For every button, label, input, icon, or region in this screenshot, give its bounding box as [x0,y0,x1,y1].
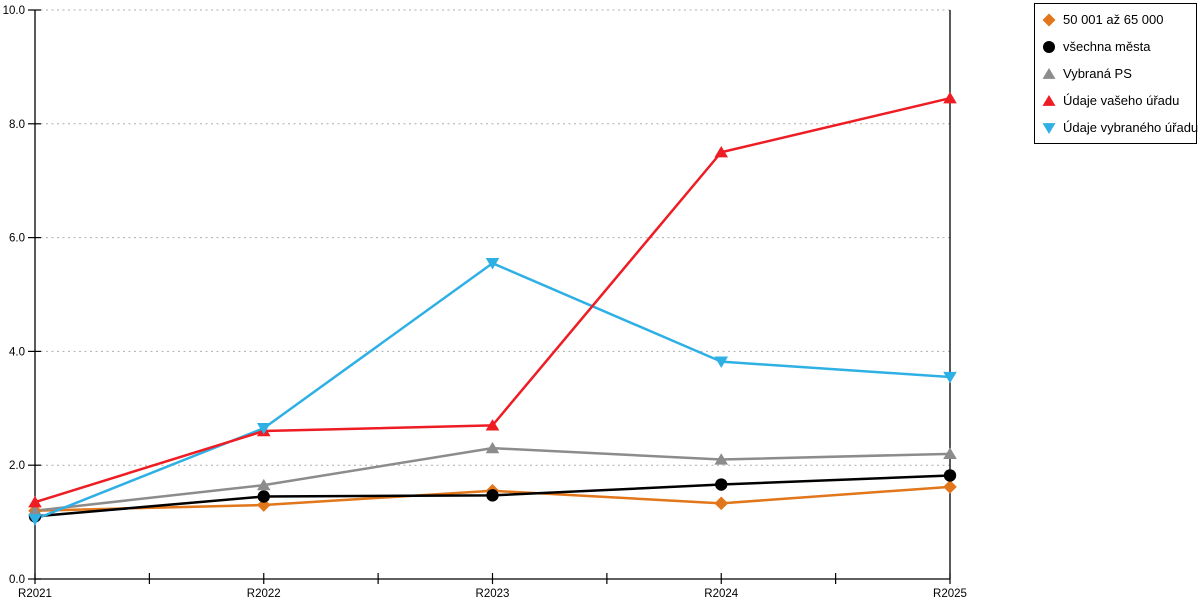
y-tick-label: 4.0 [9,346,25,358]
data-point [714,453,729,465]
legend-marker-triangle-up-icon [1042,67,1056,79]
legend-label: Údaje vašeho úřadu [1063,93,1180,108]
legend-label: Údaje vybraného úřadu [1063,120,1199,135]
data-point [485,419,500,431]
series-line-4 [34,96,951,504]
legend-label: všechna města [1063,39,1151,54]
data-point [28,495,42,508]
legend-label: Vybraná PS [1063,66,1132,81]
legend-marker-triangle-down-icon [1042,122,1056,134]
legend-item: Vybraná PS [1041,60,1190,87]
data-point [943,371,957,384]
x-tick-label: R2025 [933,588,967,600]
data-point [256,423,271,435]
legend-item: Údaje vybraného úřadu [1041,114,1198,141]
y-tick-label: 2.0 [9,460,25,472]
y-tick-label: 6.0 [9,233,25,245]
data-point [715,478,728,491]
legend-item: 50 001 až 65 000 [1041,6,1190,33]
legend-item: Údaje vašeho úřadu [1041,87,1190,114]
data-point [943,469,957,482]
x-tick-label: R2024 [704,588,738,600]
legend: 50 001 až 65 000 všechna města Vybraná PS Ú… [1034,3,1198,144]
data-point [714,356,729,368]
data-point [257,490,270,503]
y-tick-label: 10.0 [3,5,25,17]
data-point [943,480,957,494]
y-tick-label: 0.0 [9,574,25,586]
legend-label: 50 001 až 65 000 [1063,12,1164,27]
data-point [256,478,271,491]
y-tick-label: 8.0 [9,119,25,131]
legend-item: všechna města [1041,33,1190,60]
data-point [714,145,729,158]
legend-marker-diamond-icon [1042,13,1056,26]
x-tick-label: R2021 [18,588,52,600]
data-point [485,441,500,454]
x-tick-label: R2023 [476,588,510,600]
legend-marker-triangle-up-icon [1042,94,1056,106]
data-point [28,504,42,516]
data-point [943,447,957,459]
data-point [486,489,499,502]
data-point [485,258,500,270]
data-point [714,496,729,511]
data-point [28,514,42,526]
x-tick-label: R2022 [247,588,281,600]
data-point [943,91,957,104]
legend-marker-circle-icon [1043,40,1055,53]
